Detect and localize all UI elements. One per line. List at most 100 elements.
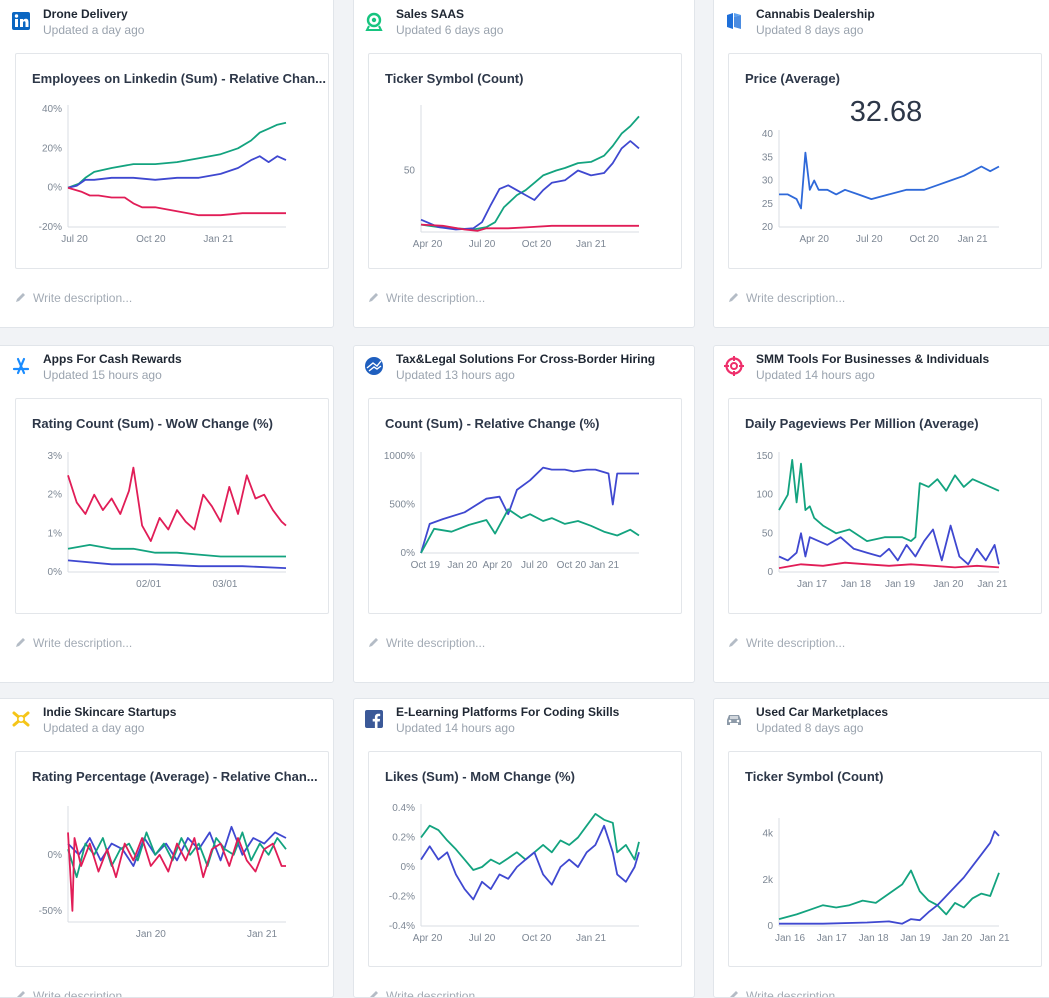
card-header: Sales SAAS Updated 6 days ago <box>354 0 694 37</box>
write-description-button[interactable]: Write description... <box>15 291 132 305</box>
card-header: SMM Tools For Businesses & Individuals Up… <box>714 346 1049 390</box>
chart-title: Employees on Linkedin (Sum) - Relative C… <box>32 71 326 86</box>
x-tick-label: Jan 21 <box>203 234 233 245</box>
x-tick-label: Jan 16 <box>775 933 805 944</box>
description-placeholder: Write description... <box>746 636 846 650</box>
write-description-button[interactable]: Write description... <box>728 636 845 650</box>
y-tick-label: 20% <box>42 143 62 154</box>
series-line-blue <box>67 155 287 189</box>
x-tick-label: Jul 20 <box>856 234 883 245</box>
description-placeholder: Write description... <box>746 291 846 305</box>
dashboard-card[interactable]: E-Learning Platforms For Coding Skills Up… <box>353 698 695 998</box>
dashboard-card[interactable]: Sales SAAS Updated 6 days ago Ticker Symbo… <box>353 0 695 328</box>
card-header: Tax&Legal Solutions For Cross-Border Hir… <box>354 346 694 390</box>
chart-widget[interactable]: Daily Pageviews Per Million (Average) 150… <box>728 398 1042 614</box>
chart-widget[interactable]: Price (Average) 32.68 40 35 30 25 20 Apr 20 Jul … <box>728 53 1042 269</box>
card-title[interactable]: Cannabis Dealership <box>756 7 875 21</box>
y-tick-label: 500% <box>389 500 415 511</box>
dashboard-card[interactable]: Used Car Marketplaces Updated 8 days ago T… <box>713 698 1049 998</box>
dashboard-card[interactable]: Apps For Cash Rewards Updated 15 hours ag… <box>0 345 334 683</box>
chart-title: Ticker Symbol (Count) <box>745 769 884 784</box>
description-placeholder: Write description... <box>33 989 133 998</box>
target-icon <box>724 356 744 376</box>
bee-icon <box>11 709 31 729</box>
line-chart: 40 35 30 25 20 Apr 20 Jul 20 Oct 20 Jan 21 <box>762 129 1000 245</box>
y-tick-label: 1% <box>48 528 63 539</box>
write-description-button[interactable]: Write description... <box>728 291 845 305</box>
card-header: Apps For Cash Rewards Updated 15 hours ag… <box>0 346 333 390</box>
pencil-icon <box>728 291 740 303</box>
y-tick-label: 20 <box>762 222 774 233</box>
chart-widget[interactable]: Likes (Sum) - MoM Change (%) 0.4% 0.2% 0% -0… <box>368 751 682 967</box>
x-tick-label: Jan 21 <box>980 933 1010 944</box>
x-tick-label: Jan 17 <box>797 579 827 590</box>
series-line-blue <box>420 824 640 901</box>
card-updated: Updated a day ago <box>43 721 145 735</box>
pencil-icon <box>728 989 740 997</box>
x-tick-label: Apr 20 <box>413 239 443 250</box>
write-description-button[interactable]: Write description... <box>728 989 846 998</box>
dashboard-card[interactable]: Cannabis Dealership Updated 8 days ago Pri… <box>713 0 1049 328</box>
y-tick-label: 30 <box>762 176 774 187</box>
write-description-button[interactable]: Write description... <box>368 291 485 305</box>
y-tick-label: 40% <box>42 104 62 115</box>
x-tick-label: Jan 21 <box>589 560 619 571</box>
dashboard-card[interactable]: Drone Delivery Updated a day ago Employees… <box>0 0 334 328</box>
y-tick-label: 4k <box>762 829 774 840</box>
description-placeholder: Write description... <box>746 989 846 998</box>
dashboard-card[interactable]: Tax&Legal Solutions For Cross-Border Hir… <box>353 345 695 683</box>
card-title[interactable]: E-Learning Platforms For Coding Skills <box>396 705 620 719</box>
line-chart: 50 Apr 20 Jul 20 Oct 20 Jan 21 <box>404 105 640 250</box>
chart-widget[interactable]: Rating Count (Sum) - WoW Change (%) 3% 2% 1… <box>15 398 329 614</box>
y-tick-label: -0.2% <box>389 892 415 903</box>
series-line-green <box>778 459 1000 543</box>
chart-widget[interactable]: Ticker Symbol (Count) 4k 2k 0 Jan 16 Jan 17 Ja… <box>728 751 1042 967</box>
series-line-blue <box>420 140 640 231</box>
card-title[interactable]: Apps For Cash Rewards <box>43 352 182 366</box>
x-tick-label: Jul 20 <box>469 933 496 944</box>
line-chart: 0.4% 0.2% 0% -0.2% -0.4%Apr 20 Jul 20 Oct 20 Ja… <box>389 803 640 944</box>
y-tick-label: 40 <box>762 129 774 140</box>
dashboard-card[interactable]: Indie Skincare Startups Updated a day ago… <box>0 698 334 998</box>
card-title[interactable]: Indie Skincare Startups <box>43 705 177 719</box>
x-tick-label: Jan 19 <box>900 933 930 944</box>
card-title[interactable]: Drone Delivery <box>43 7 128 21</box>
globe-icon <box>364 356 384 376</box>
series-line-red <box>67 832 286 912</box>
chart-widget[interactable]: Employees on Linkedin (Sum) - Relative C… <box>15 53 329 269</box>
description-placeholder: Write description... <box>33 636 133 650</box>
card-title[interactable]: Tax&Legal Solutions For Cross-Border Hir… <box>396 352 656 366</box>
pencil-icon <box>368 291 380 303</box>
card-title[interactable]: Sales SAAS <box>396 7 465 21</box>
write-description-button[interactable]: Write description... <box>368 989 486 998</box>
x-tick-label: Apr 20 <box>483 560 513 571</box>
y-tick-label: 0% <box>48 567 63 578</box>
card-title[interactable]: Used Car Marketplaces <box>756 705 889 719</box>
card-title[interactable]: SMM Tools For Businesses & Individuals <box>756 352 990 366</box>
x-tick-label: Jan 20 <box>136 929 166 940</box>
ticker-icon <box>364 11 384 31</box>
chart-widget[interactable]: Count (Sum) - Relative Change (%) 1000% 50… <box>368 398 682 614</box>
y-tick-label: -0.4% <box>389 921 415 932</box>
y-tick-label: 0 <box>767 921 773 932</box>
card-header: Indie Skincare Startups Updated a day ago <box>0 699 333 743</box>
write-description-button[interactable]: Write description... <box>368 636 485 650</box>
series-line-price <box>779 151 1000 210</box>
write-description-button[interactable]: Write description... <box>15 636 132 650</box>
write-description-button[interactable]: Write description... <box>15 989 133 998</box>
y-tick-label: 1000% <box>384 451 415 462</box>
kpi-value: 32.68 <box>849 96 923 128</box>
description-placeholder: Write description... <box>386 989 486 998</box>
x-tick-label: Oct 20 <box>522 239 552 250</box>
chart-title: Rating Percentage (Average) - Relative C… <box>32 769 318 784</box>
y-tick-label: 50 <box>404 166 416 177</box>
y-tick-label: -20% <box>39 222 62 233</box>
chart-widget[interactable]: Ticker Symbol (Count) 50 Apr 20 Jul 20 Oct 2… <box>368 53 682 269</box>
x-tick-label: Jan 17 <box>817 933 847 944</box>
series-line-blue <box>67 559 287 569</box>
description-placeholder: Write description... <box>33 291 133 305</box>
chart-widget[interactable]: Rating Percentage (Average) - Relative C… <box>15 751 329 967</box>
dashboard-card[interactable]: SMM Tools For Businesses & Individuals Up… <box>713 345 1049 683</box>
x-tick-label: Jan 20 <box>933 579 963 590</box>
cube-icon <box>724 11 744 31</box>
